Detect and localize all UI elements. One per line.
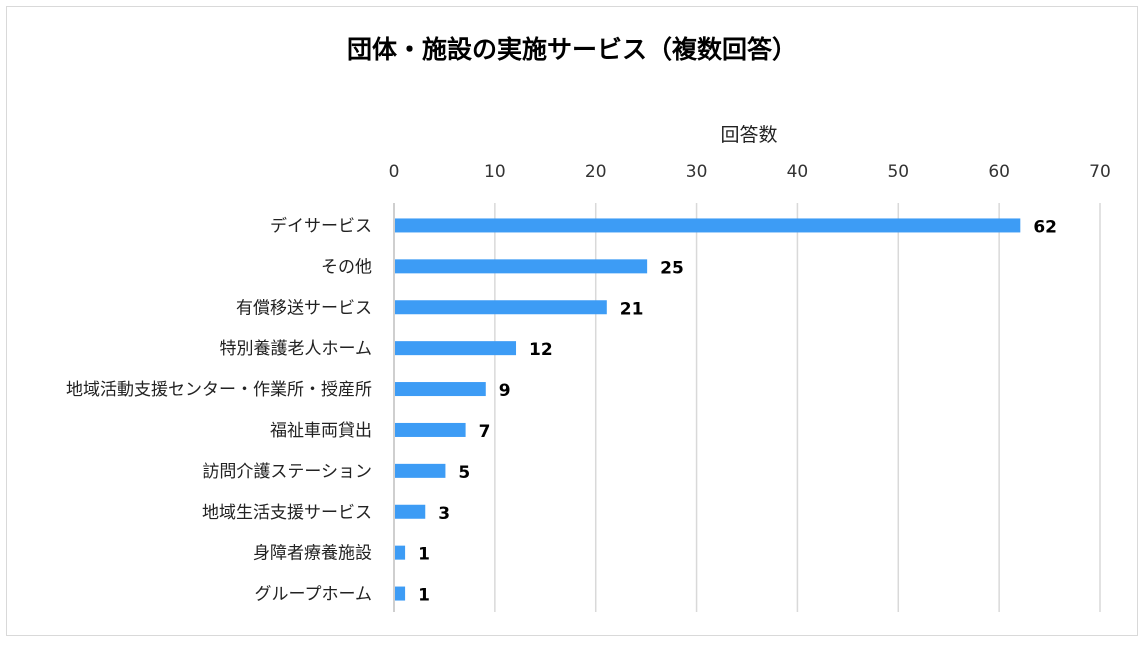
bar xyxy=(395,463,446,478)
category-label: 有償移送サービス xyxy=(236,298,372,318)
category-label: 地域活動支援センター・作業所・授産所 xyxy=(66,380,372,400)
data-label: 1 xyxy=(418,545,430,565)
bar xyxy=(395,382,486,397)
bar xyxy=(395,218,1021,233)
category-label: 訪問介護ステーション xyxy=(202,462,372,482)
x-tick-label: 0 xyxy=(389,162,400,182)
bar xyxy=(395,504,426,519)
data-label: 3 xyxy=(438,504,450,524)
bar xyxy=(395,259,648,274)
data-label: 12 xyxy=(529,340,553,360)
x-tick-label: 70 xyxy=(1089,162,1111,182)
chart-title: 団体・施設の実施サービス（複数回答） xyxy=(346,35,797,64)
category-label: 特別養護老人ホーム xyxy=(220,339,373,359)
x-tick-label: 10 xyxy=(484,162,506,182)
x-tick-label: 30 xyxy=(686,162,708,182)
category-label: 身障者療養施設 xyxy=(253,544,372,564)
data-label: 62 xyxy=(1033,217,1057,237)
data-label: 1 xyxy=(418,586,430,606)
category-label: グループホーム xyxy=(255,585,372,605)
bar xyxy=(395,545,406,560)
category-label: 福祉車両貸出 xyxy=(270,421,372,441)
x-tick-label: 40 xyxy=(787,162,809,182)
category-label: 地域生活支援サービス xyxy=(202,503,372,523)
data-label: 5 xyxy=(458,463,470,483)
data-label: 21 xyxy=(620,299,644,319)
bar xyxy=(395,341,517,356)
x-axis-label: 回答数 xyxy=(720,124,778,146)
data-label: 7 xyxy=(479,422,491,442)
category-label: その他 xyxy=(321,257,372,277)
x-tick-label: 20 xyxy=(585,162,607,182)
x-tick-label: 50 xyxy=(887,162,909,182)
x-tick-label: 60 xyxy=(988,162,1010,182)
bar xyxy=(395,422,466,437)
bar xyxy=(395,300,607,315)
data-label: 9 xyxy=(499,381,511,401)
bar xyxy=(395,586,406,601)
data-label: 25 xyxy=(660,258,684,278)
category-label: デイサービス xyxy=(270,215,372,236)
chart-area xyxy=(6,6,1138,636)
